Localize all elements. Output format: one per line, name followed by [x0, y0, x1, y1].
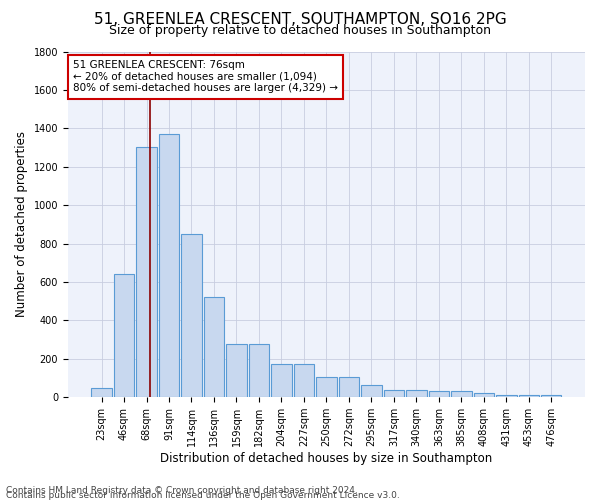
- Bar: [226, 344, 247, 397]
- Text: 51, GREENLEA CRESCENT, SOUTHAMPTON, SO16 2PG: 51, GREENLEA CRESCENT, SOUTHAMPTON, SO16…: [94, 12, 506, 28]
- Bar: [91, 388, 112, 397]
- Text: Contains public sector information licensed under the Open Government Licence v3: Contains public sector information licen…: [6, 490, 400, 500]
- Bar: [429, 392, 449, 397]
- Bar: [294, 364, 314, 397]
- Bar: [159, 134, 179, 397]
- Text: 51 GREENLEA CRESCENT: 76sqm
← 20% of detached houses are smaller (1,094)
80% of : 51 GREENLEA CRESCENT: 76sqm ← 20% of det…: [73, 60, 338, 94]
- Bar: [204, 298, 224, 397]
- Bar: [339, 377, 359, 397]
- Bar: [384, 390, 404, 397]
- Bar: [316, 377, 337, 397]
- Text: Contains HM Land Registry data © Crown copyright and database right 2024.: Contains HM Land Registry data © Crown c…: [6, 486, 358, 495]
- Bar: [361, 384, 382, 397]
- Bar: [496, 396, 517, 397]
- Y-axis label: Number of detached properties: Number of detached properties: [15, 132, 28, 318]
- Bar: [541, 396, 562, 397]
- Bar: [406, 390, 427, 397]
- Bar: [114, 274, 134, 397]
- Bar: [519, 396, 539, 397]
- Bar: [474, 394, 494, 397]
- Text: Size of property relative to detached houses in Southampton: Size of property relative to detached ho…: [109, 24, 491, 37]
- Bar: [271, 364, 292, 397]
- Bar: [249, 344, 269, 397]
- X-axis label: Distribution of detached houses by size in Southampton: Distribution of detached houses by size …: [160, 452, 493, 465]
- Bar: [181, 234, 202, 397]
- Bar: [451, 392, 472, 397]
- Bar: [136, 146, 157, 397]
